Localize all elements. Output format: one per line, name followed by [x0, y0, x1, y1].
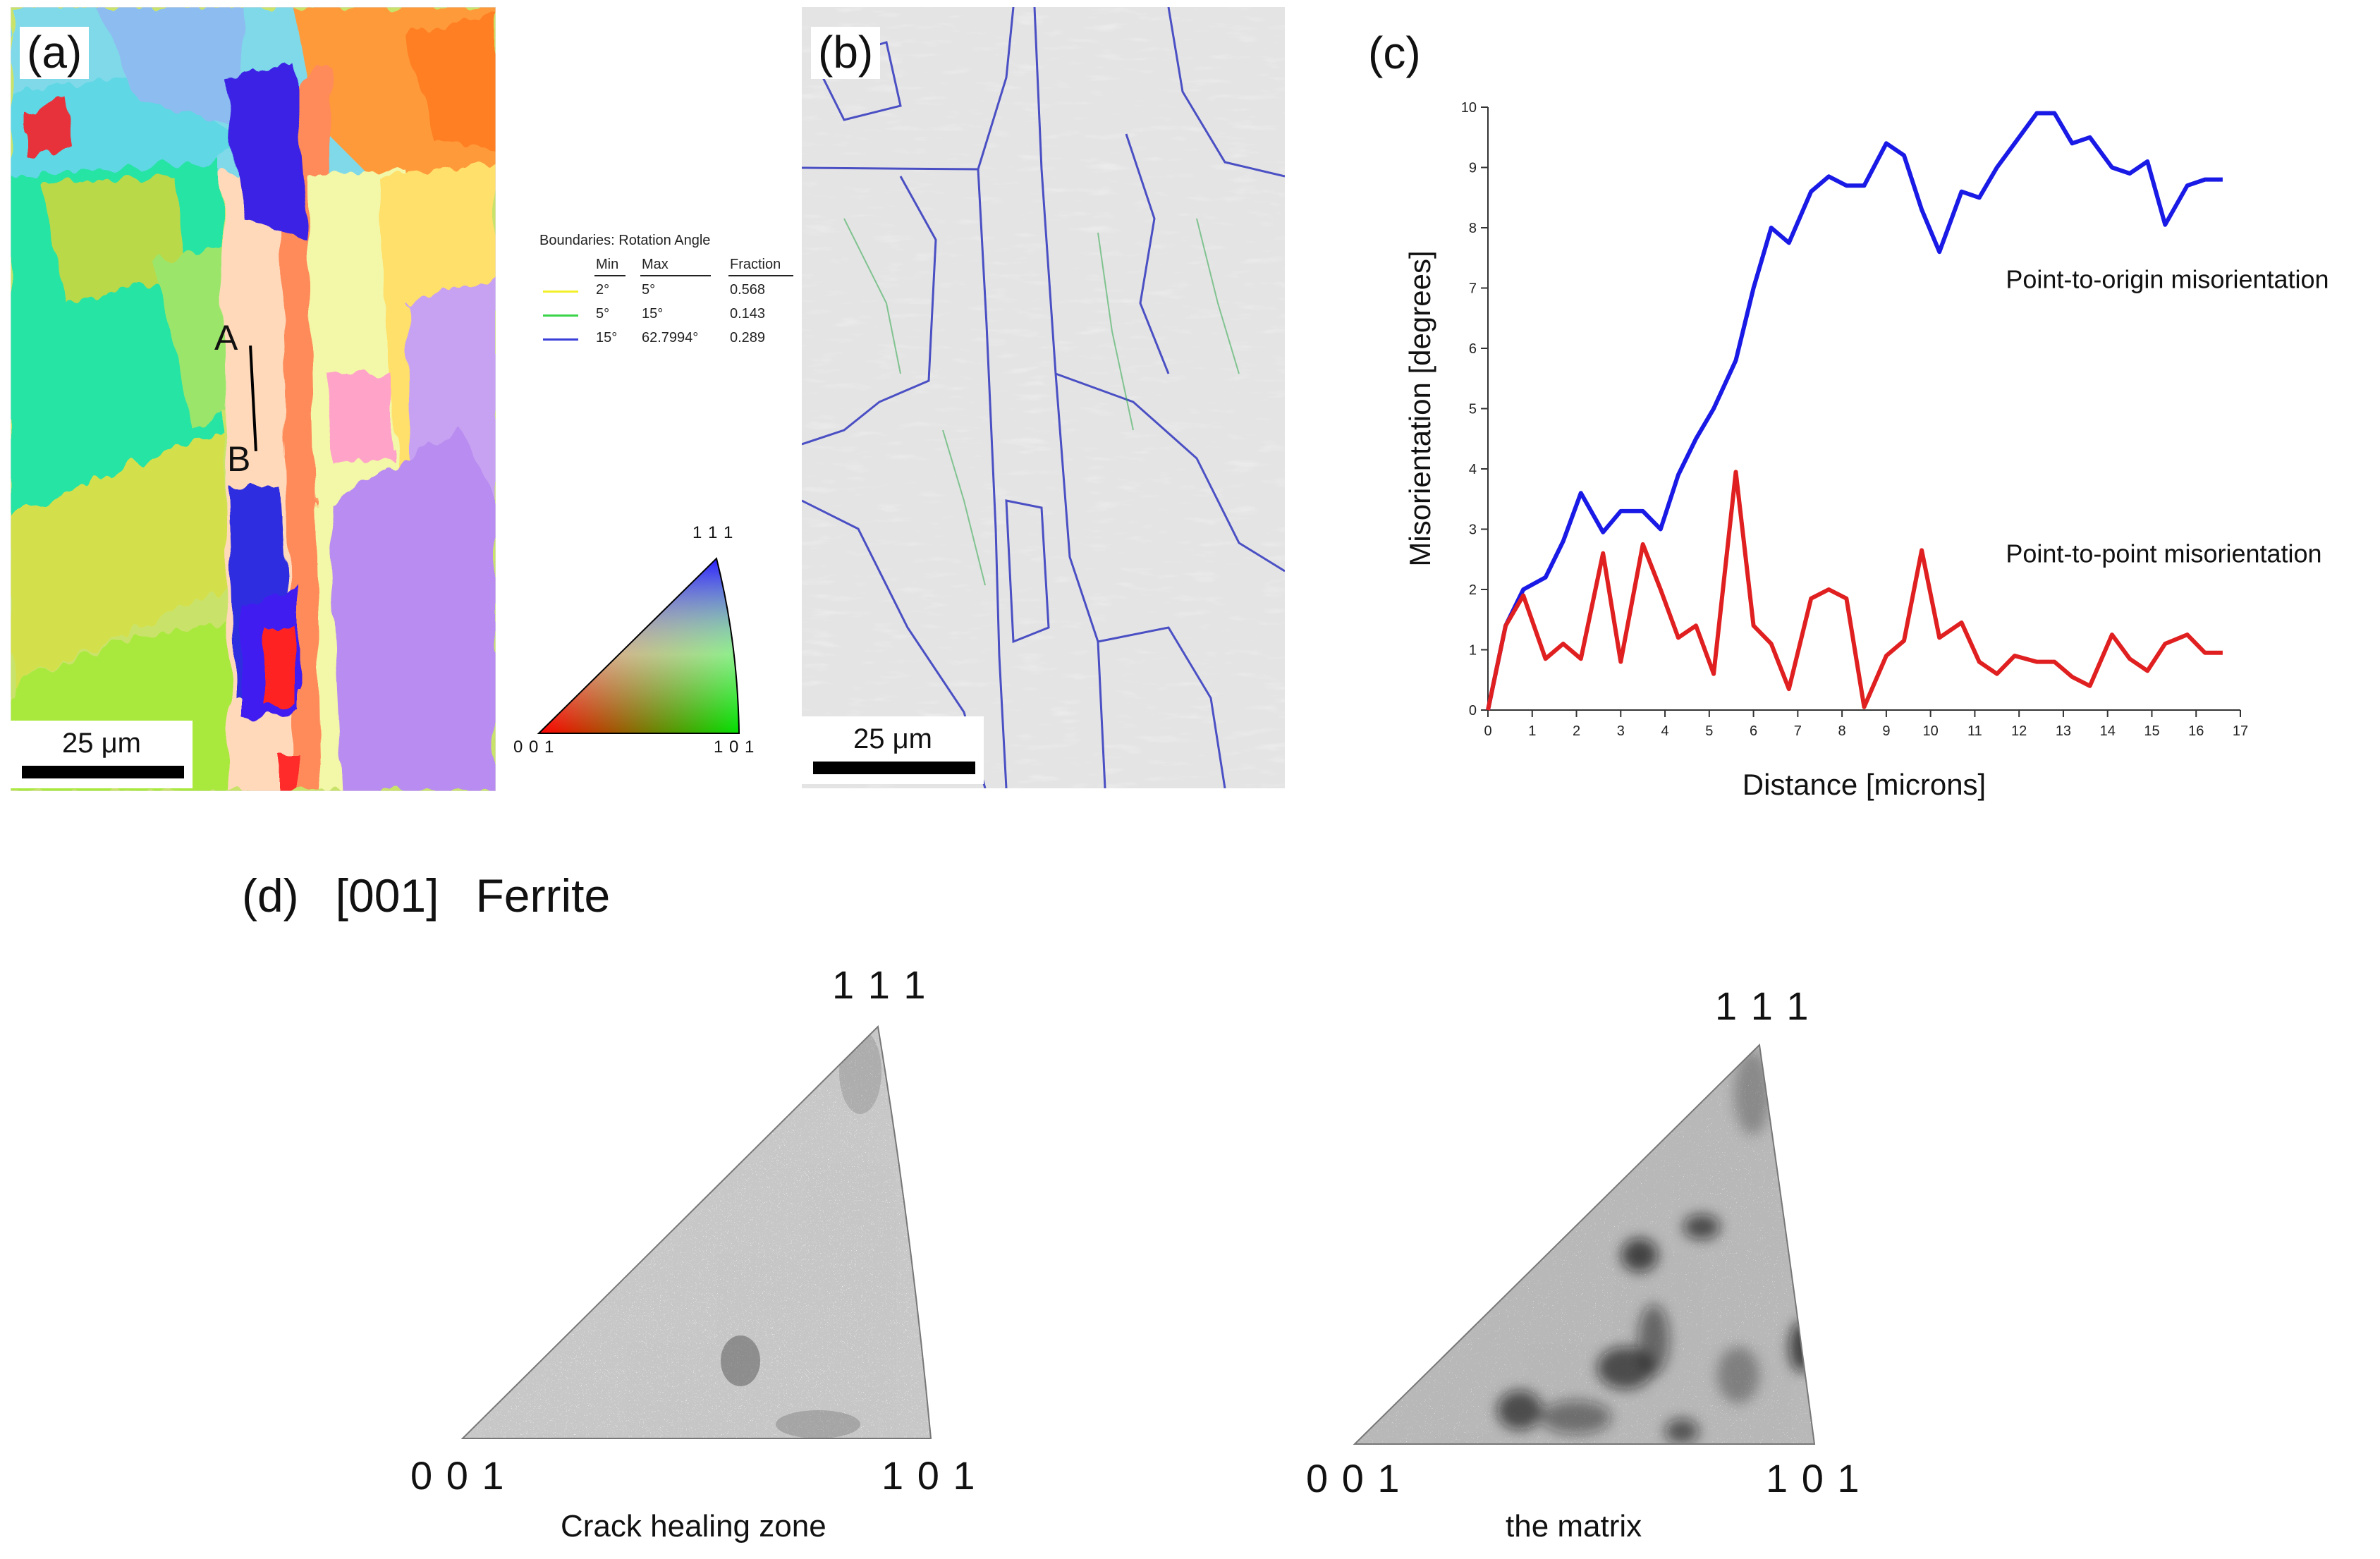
legend-header-fraction: Fraction — [730, 257, 781, 272]
x-tick-label: 5 — [1705, 723, 1713, 739]
legend-swatch-yellow — [543, 291, 578, 293]
x-axis-label: Distance [microns] — [1743, 768, 1986, 801]
legend-row: 15° 62.7994° 0.289 — [539, 330, 793, 350]
ipf-triangle-crack-healing — [460, 1025, 932, 1439]
key-label-101: 1 0 1 — [714, 738, 755, 757]
panel-d-direction: [001] — [335, 869, 439, 922]
key-label-001: 0 0 1 — [513, 738, 555, 757]
y-tick-label: 4 — [1469, 462, 1477, 477]
y-tick-label: 0 — [1469, 703, 1477, 719]
panel-b-label: (b) — [811, 27, 881, 79]
y-tick-label: 1 — [1469, 643, 1477, 659]
legend-row: 5° 15° 0.143 — [539, 306, 793, 326]
legend-max: 15° — [642, 306, 664, 322]
panel-d-label: (d) — [242, 869, 299, 922]
scale-bar-a: 25 μm — [11, 721, 193, 788]
x-tick-label: 17 — [2233, 723, 2248, 739]
legend-header-max: Max — [642, 257, 669, 272]
y-tick-label: 9 — [1469, 161, 1477, 176]
scale-bar-a-line — [22, 766, 184, 778]
triangle-2-caption: the matrix — [1506, 1509, 1642, 1543]
triangle-1-label-001: 0 0 1 — [410, 1453, 506, 1498]
scale-bar-b-line — [813, 762, 975, 774]
legend-min: 15° — [596, 330, 618, 346]
x-tick-label: 8 — [1838, 723, 1846, 739]
y-tick-label: 3 — [1469, 522, 1477, 538]
ebsd-ipf-map — [11, 7, 496, 791]
y-tick-label: 2 — [1469, 582, 1477, 598]
panel-d-heading: (d) [001] Ferrite — [242, 869, 647, 922]
y-tick-label: 6 — [1469, 341, 1477, 357]
ipf-color-key — [537, 557, 740, 734]
key-label-111: 1 1 1 — [692, 523, 734, 542]
y-axis-label: Misorientation [degrees] — [1403, 250, 1436, 566]
x-tick-label: 14 — [2100, 723, 2116, 739]
y-tick-label: 5 — [1469, 402, 1477, 417]
scale-bar-b-text: 25 μm — [853, 723, 932, 754]
y-tick-label: 7 — [1469, 281, 1477, 297]
x-tick-label: 0 — [1484, 723, 1491, 739]
legend-fraction: 0.568 — [730, 282, 766, 298]
triangle-2-label-001: 0 0 1 — [1306, 1456, 1401, 1500]
scale-bar-a-text: 25 μm — [62, 728, 141, 759]
triangle-1-caption: Crack healing zone — [561, 1509, 826, 1543]
legend-max: 5° — [642, 282, 656, 298]
x-tick-label: 11 — [1967, 723, 1982, 739]
legend-title: Boundaries: Rotation Angle — [539, 233, 711, 248]
legend-rule-fraction — [728, 275, 793, 276]
y-tick-label: 10 — [1461, 100, 1477, 116]
legend-swatch-blue — [543, 338, 578, 341]
x-tick-label: 1 — [1528, 723, 1536, 739]
y-tick-label: 8 — [1469, 221, 1477, 236]
legend-rule-max — [640, 275, 711, 276]
legend-header: Min Max Fraction — [539, 257, 793, 276]
x-tick-label: 16 — [2188, 723, 2204, 739]
legend-header-min: Min — [596, 257, 619, 272]
series-annotation-origin: Point-to-origin misorientation — [2006, 265, 2329, 294]
series-line-point — [1486, 470, 2223, 711]
legend-row: 2° 5° 0.568 — [539, 282, 793, 302]
legend-swatch-green — [543, 314, 578, 317]
x-tick-label: 2 — [1573, 723, 1580, 739]
legend-min: 5° — [596, 306, 610, 322]
legend-min: 2° — [596, 282, 610, 298]
point-b-label: B — [227, 439, 251, 479]
triangle-2-label-111: 1 1 1 — [1715, 984, 1810, 1028]
panel-d-phase: Ferrite — [475, 869, 611, 922]
series-annotation-point: Point-to-point misorientation — [2006, 539, 2321, 568]
x-tick-label: 7 — [1794, 723, 1802, 739]
ipf-triangle-matrix — [1353, 1043, 1816, 1445]
x-tick-label: 15 — [2144, 723, 2159, 739]
x-tick-label: 6 — [1750, 723, 1757, 739]
x-tick-label: 9 — [1882, 723, 1890, 739]
point-a-label: A — [214, 318, 238, 357]
ebsd-boundary-map — [802, 7, 1285, 788]
series-line-origin — [1486, 111, 2223, 711]
legend-fraction: 0.143 — [730, 306, 766, 322]
x-tick-label: 12 — [2011, 723, 2027, 739]
panel-a-label: (a) — [20, 27, 90, 79]
x-tick-label: 4 — [1661, 723, 1668, 739]
triangle-1-label-101: 1 0 1 — [881, 1453, 977, 1498]
x-tick-label: 13 — [2056, 723, 2071, 739]
scale-bar-b: 25 μm — [802, 716, 984, 784]
legend-max: 62.7994° — [642, 330, 699, 346]
x-tick-label: 10 — [1923, 723, 1939, 739]
triangle-2-label-101: 1 0 1 — [1766, 1456, 1861, 1500]
legend-rule-min — [594, 275, 625, 276]
triangle-1-label-111: 1 1 1 — [832, 962, 927, 1007]
x-tick-label: 3 — [1617, 723, 1625, 739]
panel-c-label: (c) — [1368, 27, 1421, 78]
legend-fraction: 0.289 — [730, 330, 766, 346]
